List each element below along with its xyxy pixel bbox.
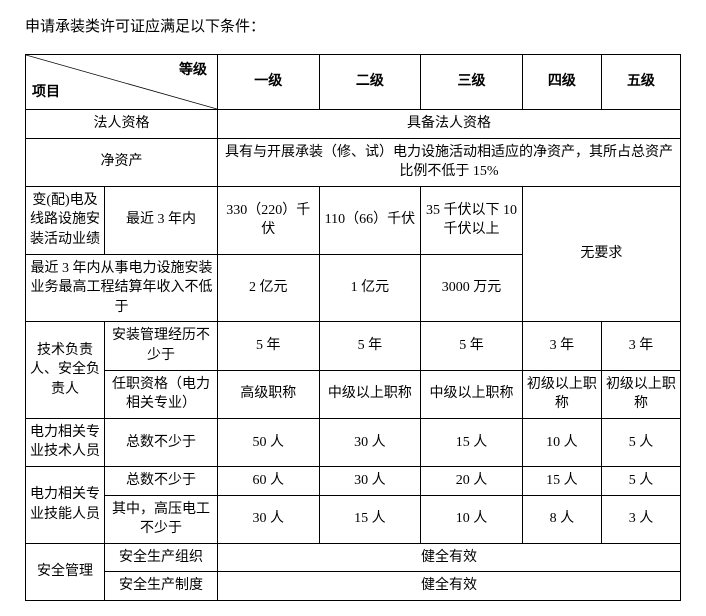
perf-sub: 最近 3 年内 [105,186,218,254]
techlead-label: 技术负责人、安全负责人 [26,322,105,418]
safety-sys-label: 安全生产制度 [105,572,218,601]
skillstaff-hv-l5: 3 人 [601,495,680,543]
skillstaff-hv-l1: 30 人 [217,495,319,543]
perf-l2: 110（66）千伏 [319,186,421,254]
techlead-exp-l3: 5 年 [421,322,523,370]
techlead-qual-l4: 初级以上职称 [522,370,601,418]
revenue-l3: 3000 万元 [421,254,523,322]
perf-label: 变(配)电及线路设施安装活动业绩 [26,186,105,254]
techlead-exp-label: 安装管理经历不少于 [105,322,218,370]
skillstaff-total-l1: 60 人 [217,466,319,495]
header-diag-cell: 项目 等级 [26,55,218,110]
techstaff-label: 电力相关专业技术人员 [26,418,105,466]
header-level-4: 四级 [522,55,601,110]
revenue-l1: 2 亿元 [217,254,319,322]
netassets-label: 净资产 [26,138,218,186]
revenue-l2: 1 亿元 [319,254,421,322]
techstaff-l1: 50 人 [217,418,319,466]
techstaff-l4: 10 人 [522,418,601,466]
skillstaff-hv-label: 其中，高压电工不少于 [105,495,218,543]
techlead-qual-label: 任职资格（电力相关专业） [105,370,218,418]
skillstaff-total-l3: 20 人 [421,466,523,495]
legal-label: 法人资格 [26,110,218,139]
revenue-label: 最近 3 年内从事电力设施安装业务最高工程结算年收入不低于 [26,254,218,322]
netassets-value: 具有与开展承装（修、试）电力设施活动相适应的净资产，其所占总资产比例不低于 15… [217,138,680,186]
header-level-3: 三级 [421,55,523,110]
perf-l3: 35 千伏以下 10 千伏以上 [421,186,523,254]
techlead-exp-l4: 3 年 [522,322,601,370]
techlead-qual-l2: 中级以上职称 [319,370,421,418]
intro-text: 申请承装类许可证应满足以下条件： [25,15,681,36]
techlead-qual-l1: 高级职称 [217,370,319,418]
safety-sys-val: 健全有效 [217,572,680,601]
techstaff-l3: 15 人 [421,418,523,466]
header-grade: 等级 [179,61,207,81]
safety-label: 安全管理 [26,543,105,600]
skillstaff-total-l5: 5 人 [601,466,680,495]
requirements-table: 项目 等级 一级 二级 三级 四级 五级 法人资格 具备法人资格 净资产 具有与… [25,54,681,601]
skillstaff-hv-l4: 8 人 [522,495,601,543]
techstaff-sub: 总数不少于 [105,418,218,466]
legal-value: 具备法人资格 [217,110,680,139]
techlead-qual-l5: 初级以上职称 [601,370,680,418]
skillstaff-label: 电力相关专业技能人员 [26,466,105,543]
header-project: 项目 [32,83,60,103]
perf-l1: 330（220）千伏 [217,186,319,254]
techlead-exp-l5: 3 年 [601,322,680,370]
header-level-1: 一级 [217,55,319,110]
safety-org-label: 安全生产组织 [105,543,218,572]
techlead-exp-l1: 5 年 [217,322,319,370]
safety-org-val: 健全有效 [217,543,680,572]
techlead-qual-l3: 中级以上职称 [421,370,523,418]
header-level-5: 五级 [601,55,680,110]
skillstaff-total-l4: 15 人 [522,466,601,495]
techlead-exp-l2: 5 年 [319,322,421,370]
techstaff-l2: 30 人 [319,418,421,466]
skillstaff-hv-l2: 15 人 [319,495,421,543]
skillstaff-total-l2: 30 人 [319,466,421,495]
skillstaff-hv-l3: 10 人 [421,495,523,543]
perf-l45: 无要求 [522,186,680,322]
header-level-2: 二级 [319,55,421,110]
techstaff-l5: 5 人 [601,418,680,466]
skillstaff-total-label: 总数不少于 [105,466,218,495]
